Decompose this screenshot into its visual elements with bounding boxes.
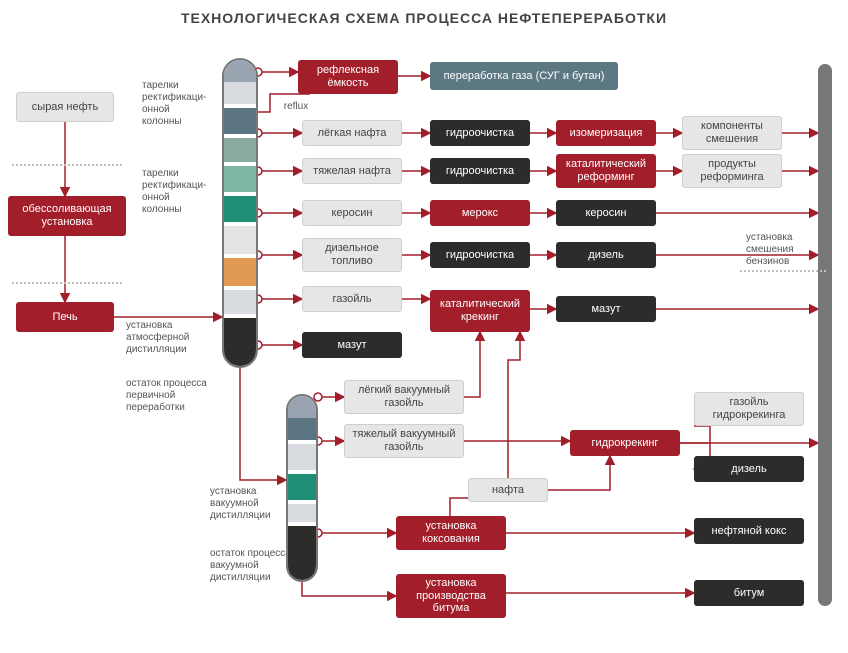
box-kerosene_out: керосин [556,200,656,226]
box-diesel_fuel: дизельное топливо [302,238,402,272]
label-blend_unit: установка смешения бензинов [746,232,826,268]
box-gasoil: газойль [302,286,402,312]
box-bitumen: битум [694,580,804,606]
box-diesel2: дизель [694,456,804,482]
box-naphtha: нафта [468,478,548,502]
divider-1 [12,282,122,284]
box-heavy_vgo: тяжелый вакуумный газойль [344,424,464,458]
label-trays2: тарелки ректификаци-онной колонны [142,168,212,216]
column-atm [222,58,258,368]
diagram-title: ТЕХНОЛОГИЧЕСКАЯ СХЕМА ПРОЦЕССА НЕФТЕПЕРЕ… [0,10,848,26]
box-crude: сырая нефть [16,92,114,122]
box-cat_crack: каталитический крекинг [430,290,530,332]
box-mazut_col: мазут [302,332,402,358]
box-kerosene_in: керосин [302,200,402,226]
divider-2 [740,270,826,272]
box-merox: мерокс [430,200,530,226]
box-hydro1: гидроочистка [430,120,530,146]
label-vac: установка вакуумной дистилляции [210,486,290,522]
box-gas: переработка газа (СУГ и бутан) [430,62,618,90]
box-hc_gasoil: газойль гидрокрекинга [694,392,804,426]
label-primary_resid: остаток процесса первичной переработки [126,378,216,414]
label-trays1: тарелки ректификаци-онной колонны [142,80,212,128]
box-reflux_tank: рефлексная ёмкость [298,60,398,94]
box-mazut_top: мазут [556,296,656,322]
box-heavy_naphtha: тяжелая нафта [302,158,402,184]
box-bitumen_unit: установка производства битума [396,574,506,618]
blending-pipe [818,64,832,606]
box-hydrocrack: гидрокрекинг [570,430,680,456]
box-hydro2: гидроочистка [430,158,530,184]
box-reform_prod: продукты реформинга [682,154,782,188]
box-hydro3: гидроочистка [430,242,530,268]
box-blend_comp: компоненты смешения [682,116,782,150]
box-furnace: Печь [16,302,114,332]
box-light_naphtha: лёгкая нафта [302,120,402,146]
box-isomer: изомеризация [556,120,656,146]
box-light_vgo: лёгкий вакуумный газойль [344,380,464,414]
box-coker: установка коксования [396,516,506,550]
label-atm: установка атмосферной дистилляции [126,320,206,356]
box-desalt: обессоливающая установка [8,196,126,236]
divider-0 [12,164,122,166]
box-cat_reform: каталитический реформинг [556,154,656,188]
box-reflux_lbl: reflux [276,100,316,114]
column-vac [286,394,318,582]
box-diesel_out: дизель [556,242,656,268]
box-coke: нефтяной кокс [694,518,804,544]
